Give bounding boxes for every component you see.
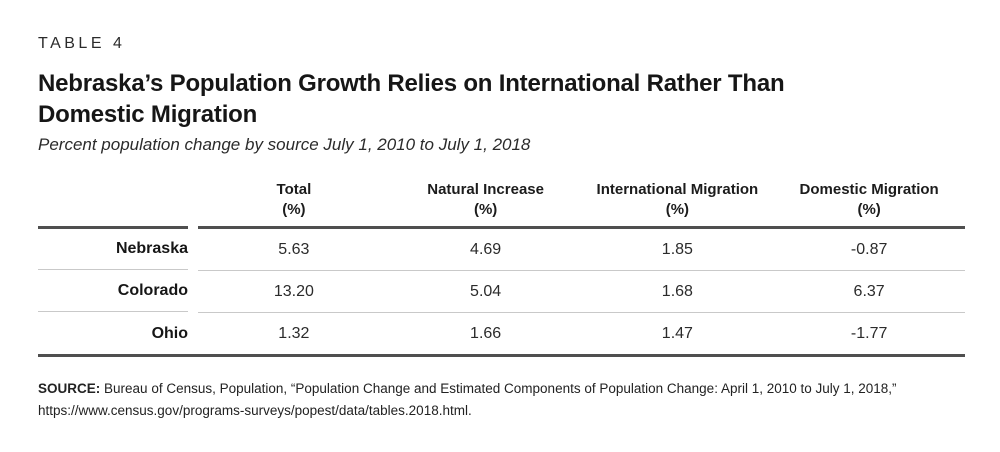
cell-value: 5.04 [470, 282, 502, 300]
column-header-domestic-migration: Domestic Migration (%) [799, 181, 939, 218]
table-row-colorado: Colorado 13.20 5.04 1.68 6.37 [38, 271, 965, 313]
cell-value: -0.87 [850, 240, 888, 258]
column-header-international-migration: International Migration (%) [596, 181, 759, 218]
cell-value: 1.66 [470, 324, 502, 342]
source-text: Bureau of Census, Population, “Populatio… [38, 381, 897, 418]
cell-value: 1.47 [661, 324, 693, 342]
cell-value: -1.77 [850, 324, 888, 342]
figure-subtitle: Percent population change by source July… [38, 135, 531, 154]
column-gap [188, 180, 198, 229]
cell-value: 6.37 [853, 282, 885, 300]
figure-title-line2: Domestic Migration [38, 101, 258, 128]
cell-value: 1.68 [661, 282, 693, 300]
source-label: SOURCE: [38, 381, 101, 396]
column-header-total: Total (%) [276, 181, 312, 218]
row-label: Colorado [117, 282, 188, 299]
cell-value: 13.20 [273, 282, 314, 300]
table-header-row: Total (%) Natural Increase (%) Internati… [38, 180, 965, 229]
data-table: Total (%) Natural Increase (%) Internati… [38, 180, 965, 357]
row-label: Nebraska [115, 240, 188, 257]
table-row-ohio: Ohio 1.32 1.66 1.47 -1.77 [38, 313, 965, 354]
source-note: SOURCE: Bureau of Census, Population, “P… [38, 378, 928, 422]
column-gap [188, 271, 198, 313]
column-gap [188, 313, 198, 354]
row-label: Ohio [151, 324, 188, 342]
cell-value: 5.63 [278, 240, 310, 258]
table-row-nebraska: Nebraska 5.63 4.69 1.85 -0.87 [38, 229, 965, 271]
header-stub-cell [38, 180, 188, 229]
figure-title-line1: Nebraska’s Population Growth Relies on I… [38, 70, 785, 97]
table-number-label: TABLE 4 [38, 35, 126, 52]
column-header-natural-increase: Natural Increase (%) [427, 181, 544, 218]
cell-value: 1.85 [661, 240, 693, 258]
figure-title: Nebraska’s Population Growth Relies on I… [38, 68, 965, 130]
cell-value: 4.69 [470, 240, 502, 258]
figure-container: TABLE 4 Nebraska’s Population Growth Rel… [38, 35, 965, 422]
cell-value: 1.32 [278, 324, 310, 342]
column-gap [188, 229, 198, 271]
table-bottom-rule [38, 354, 965, 357]
